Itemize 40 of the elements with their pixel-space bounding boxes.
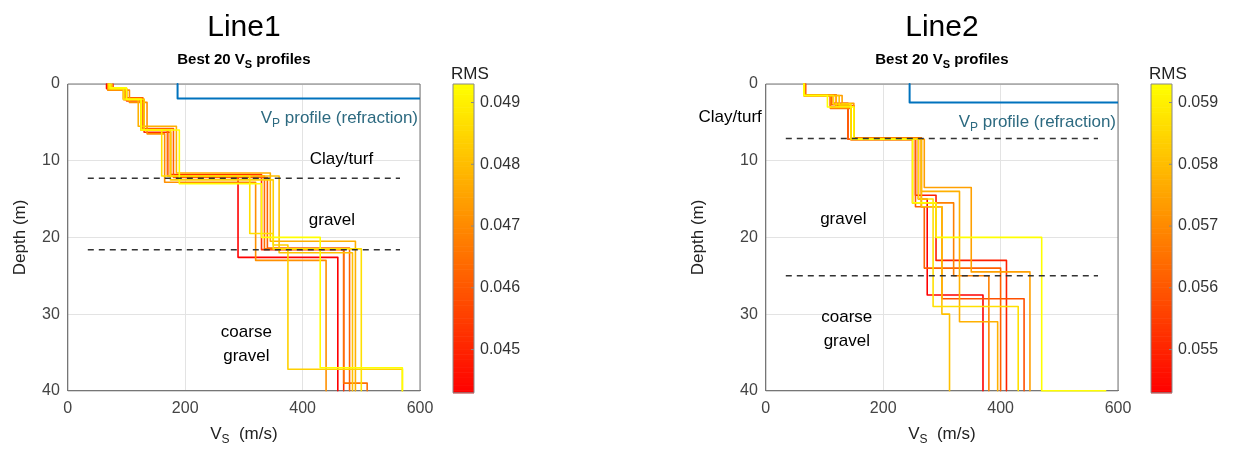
- x-tick-label: 200: [869, 398, 897, 416]
- x-tick-label: 200: [171, 398, 199, 416]
- y-tick-label: 40: [42, 381, 60, 399]
- y-tick-label: 0: [50, 74, 60, 92]
- chart-title: Line2: [905, 9, 979, 43]
- color-bar-title: RMS: [451, 63, 489, 83]
- color-bar-label: 0.047: [480, 216, 521, 234]
- chart-title: Line1: [207, 9, 281, 43]
- y-tick-label: 30: [42, 304, 60, 322]
- annotation: gravel: [820, 209, 867, 229]
- y-tick-label: 20: [740, 227, 758, 245]
- y-tick-label: 40: [740, 381, 758, 399]
- y-axis-title: Depth (m): [9, 199, 29, 276]
- color-bar-label: 0.057: [1178, 216, 1219, 234]
- y-tick-label: 10: [740, 151, 758, 169]
- y-tick-label: 20: [42, 227, 60, 245]
- color-bar-label: 0.048: [480, 154, 521, 172]
- y-tick-label: 10: [42, 151, 60, 169]
- color-bar-label: 0.056: [1178, 278, 1219, 296]
- annotation: coarse gravel: [220, 321, 272, 365]
- color-bar-label: 0.055: [1178, 339, 1219, 357]
- color-bar-title: RMS: [1149, 63, 1187, 83]
- x-tick-label: 400: [987, 398, 1015, 416]
- x-tick-label: 600: [1104, 398, 1132, 416]
- x-tick-label: 600: [406, 398, 434, 416]
- color-bar-label: 0.046: [480, 278, 521, 296]
- color-bar-label: 0.058: [1178, 154, 1219, 172]
- annotation: gravel: [308, 210, 356, 230]
- color-bar-label: 0.059: [1178, 92, 1219, 110]
- color-bar-label: 0.049: [480, 92, 521, 110]
- annotation: Clay/turf: [309, 148, 374, 168]
- x-tick-label: 0: [761, 398, 771, 416]
- annotation: coarse gravel: [821, 307, 873, 351]
- y-tick-label: 30: [740, 304, 758, 322]
- y-axis-title: Depth (m): [687, 199, 707, 276]
- x-tick-label: 0: [63, 398, 73, 416]
- text: Clay/turf: [698, 107, 763, 127]
- x-tick-label: 400: [289, 398, 317, 416]
- y-tick-label: 0: [748, 74, 758, 92]
- color-bar-label: 0.045: [480, 339, 521, 357]
